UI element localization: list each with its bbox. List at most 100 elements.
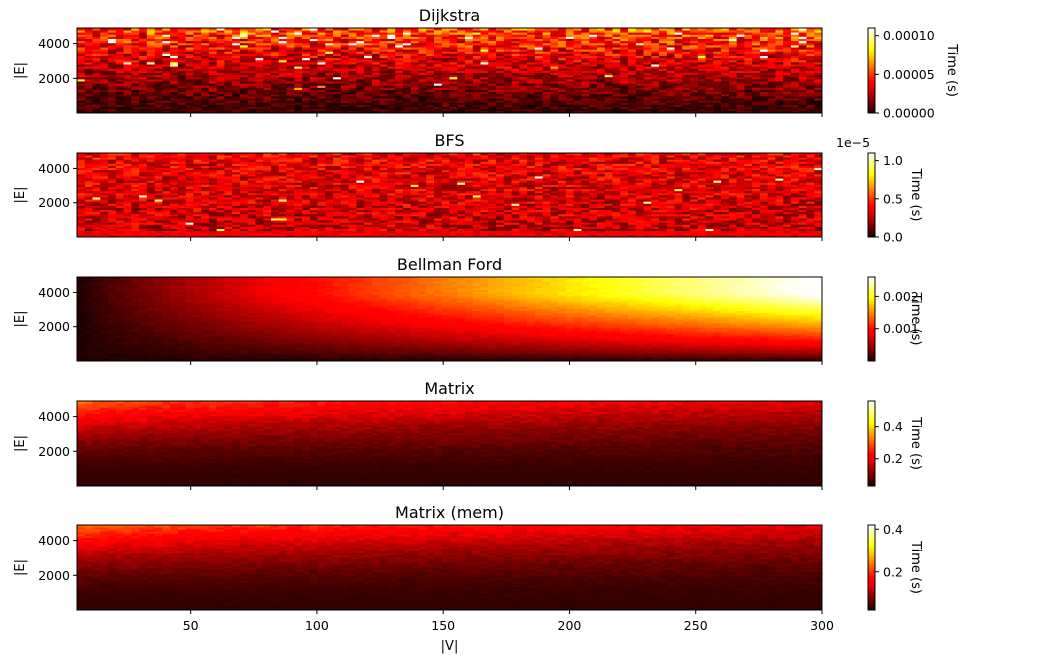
heatmap-cell	[410, 93, 419, 97]
heatmap-cell	[77, 70, 86, 73]
heatmap-cell	[612, 110, 621, 114]
heatmap-cell	[573, 28, 582, 31]
heatmap-cell	[247, 108, 256, 112]
heatmap-cell	[224, 220, 233, 223]
heatmap-cell	[232, 230, 241, 234]
heatmap-cell	[278, 228, 287, 232]
heatmap-cell	[108, 222, 117, 225]
heatmap-cell	[100, 165, 109, 169]
heatmap-cell	[666, 76, 675, 80]
heatmap-cell	[247, 201, 256, 204]
heatmap-cell	[596, 89, 606, 93]
heatmap-cell	[255, 72, 264, 76]
heatmap-cell	[783, 30, 792, 33]
heatmap-cell	[488, 106, 497, 110]
heatmap-cell	[232, 184, 241, 187]
heatmap-cell	[705, 36, 714, 39]
heatmap-cell	[271, 81, 280, 84]
heatmap-cell	[674, 68, 683, 71]
heatmap-cell	[193, 66, 202, 69]
heatmap-cell	[286, 45, 295, 48]
heatmap-cell	[581, 30, 590, 33]
heatmap-cell	[457, 68, 466, 71]
heatmap-cell	[527, 49, 536, 52]
heatmap-cell	[674, 108, 683, 112]
heatmap-cell	[783, 83, 792, 86]
heatmap-cell	[255, 209, 264, 213]
heatmap-cell	[596, 57, 606, 61]
heatmap-cell	[247, 76, 256, 80]
heatmap-cell	[146, 96, 155, 99]
heatmap-cell	[77, 59, 86, 63]
heatmap-cell	[721, 106, 730, 110]
heatmap-cell	[775, 83, 784, 86]
heatmap-cell	[108, 102, 117, 105]
heatmap-cell	[612, 70, 621, 73]
heatmap-cell	[364, 42, 373, 46]
heatmap-cell	[239, 203, 249, 206]
heatmap-cell	[146, 47, 155, 50]
heatmap-cell	[123, 153, 132, 156]
heatmap-cell	[496, 51, 505, 54]
heatmap-cell	[131, 47, 140, 50]
heatmap-cell	[364, 57, 373, 61]
heatmap-cell	[635, 62, 644, 65]
heatmap-cell	[162, 93, 171, 97]
heatmap-cell	[263, 28, 272, 31]
heatmap-cell	[185, 47, 194, 50]
heatmap-cell	[278, 96, 287, 99]
heatmap-cell	[232, 234, 241, 238]
heatmap-cell	[690, 42, 699, 46]
heatmap-cell	[814, 42, 823, 46]
heatmap-cell	[131, 178, 140, 181]
heatmap-cell	[565, 38, 575, 42]
heatmap-cell	[201, 224, 210, 227]
heatmap-cell	[108, 188, 117, 192]
heatmap-cell	[185, 38, 194, 42]
heatmap-cell	[488, 55, 497, 59]
heatmap-cell	[620, 38, 629, 42]
heatmap-cell	[488, 53, 497, 56]
heatmap-cell	[317, 79, 326, 82]
heatmap-cell	[364, 47, 373, 50]
heatmap-cell	[612, 96, 621, 99]
heatmap-cell	[472, 49, 481, 52]
heatmap-cell	[271, 96, 280, 99]
heatmap-cell	[713, 45, 722, 48]
heatmap-cell	[224, 68, 233, 71]
heatmap-cell	[278, 171, 287, 175]
heatmap-cell	[333, 68, 342, 71]
heatmap-cell	[84, 186, 93, 190]
heatmap-cell	[449, 45, 458, 48]
heatmap-cell	[177, 157, 186, 160]
heatmap-cell	[131, 62, 140, 65]
heatmap-cell	[255, 40, 264, 44]
heatmap-cell	[433, 93, 443, 97]
heatmap-cell	[558, 91, 567, 95]
heatmap-cell	[728, 66, 737, 69]
heatmap-cell	[488, 51, 497, 54]
heatmap-cell	[379, 64, 388, 67]
heatmap-cell	[239, 169, 249, 173]
heatmap-cell	[534, 70, 543, 73]
heatmap-cell	[177, 62, 186, 65]
heatmap-cell	[465, 87, 474, 90]
heatmap-cell	[177, 68, 186, 71]
heatmap-cell	[798, 93, 807, 97]
colorbar-segment	[868, 103, 875, 105]
heatmap-cell	[418, 93, 427, 97]
heatmap-cell	[232, 110, 241, 114]
heatmap-cell	[239, 232, 249, 236]
heatmap-cell	[783, 110, 792, 114]
heatmap-cell	[170, 57, 179, 61]
heatmap-cell	[752, 96, 761, 99]
heatmap-cell	[232, 213, 241, 217]
heatmap-cell	[177, 209, 186, 213]
heatmap-cell	[480, 104, 489, 107]
heatmap-cell	[604, 30, 613, 33]
heatmap-cell	[635, 98, 644, 101]
heatmap-cell	[465, 96, 474, 99]
heatmap-cell	[433, 96, 443, 99]
heatmap-cell	[441, 42, 450, 46]
heatmap-cell	[410, 38, 419, 42]
